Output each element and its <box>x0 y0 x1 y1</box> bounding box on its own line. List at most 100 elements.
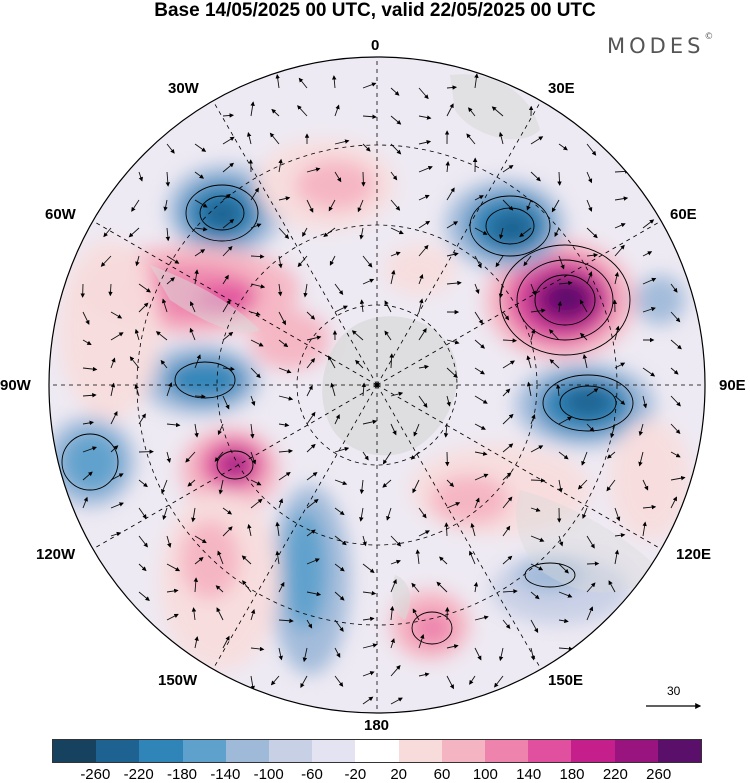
wind-vector <box>586 271 593 285</box>
colorbar-cell <box>614 740 658 762</box>
wind-vector <box>474 227 488 235</box>
wind-vector <box>351 330 364 341</box>
wind-vector <box>390 697 403 705</box>
wind-vector <box>278 367 292 374</box>
wind-vector <box>216 607 224 621</box>
wind-vector <box>278 471 291 481</box>
wind-vector <box>362 278 375 285</box>
wind-vector <box>670 367 679 375</box>
wind-vector <box>166 143 175 154</box>
wind-vector <box>474 423 486 430</box>
wind-vector <box>306 443 316 453</box>
wind-vector <box>110 410 118 425</box>
wind-vector <box>166 563 181 572</box>
anomaly-blob <box>250 310 330 370</box>
wind-vector <box>614 395 626 405</box>
colorbar-tick-label: -260 <box>80 766 111 783</box>
wind-vector <box>446 85 457 90</box>
wind-vector <box>110 502 124 509</box>
wind-vector <box>638 451 644 467</box>
wind-vector <box>502 496 513 509</box>
wind-vector <box>390 115 402 125</box>
wind-vector <box>418 194 430 201</box>
lon-label-30e: 30E <box>548 80 575 97</box>
wind-vector <box>418 364 429 370</box>
wind-vector <box>439 556 448 565</box>
wind-vector <box>642 367 656 377</box>
wind-vector <box>222 245 233 257</box>
wind-vector <box>334 563 345 572</box>
wind-vector <box>502 443 514 453</box>
wind-vector <box>474 283 480 295</box>
wind-vector <box>131 199 140 212</box>
wind-vector <box>362 82 377 89</box>
wind-vector <box>334 507 345 516</box>
wind-vector <box>222 526 233 537</box>
wind-vector <box>446 644 459 649</box>
colorbar-tick-label: 140 <box>516 766 542 783</box>
brand-name: MODES <box>607 34 705 58</box>
wind-vector <box>502 555 513 565</box>
wind-vector <box>418 115 432 120</box>
meridian-line <box>376 220 662 386</box>
wind-vector <box>306 591 322 597</box>
meridian-line <box>376 384 542 670</box>
wind-vector <box>82 366 98 372</box>
wind-vector <box>390 227 404 235</box>
wind-vector <box>362 451 369 461</box>
wind-vector <box>82 471 93 481</box>
wind-vector <box>217 550 224 565</box>
wind-vector <box>382 479 392 488</box>
wind-vector <box>194 394 206 399</box>
wind-vector <box>306 385 313 397</box>
wind-vector <box>100 255 112 267</box>
wind-vector <box>418 273 424 285</box>
wind-vector <box>302 647 308 663</box>
colorbar-tick-label: 180 <box>559 766 585 783</box>
wind-vector <box>222 219 235 229</box>
wind-vector <box>558 143 568 151</box>
wind-vector <box>128 227 140 238</box>
wind-vector <box>217 423 224 436</box>
wind-vector <box>298 77 308 89</box>
wind-vector <box>334 446 350 453</box>
wind-vector <box>166 613 179 621</box>
wind-vector <box>523 255 532 267</box>
wind-vector <box>359 227 364 240</box>
wind-vector <box>642 219 655 229</box>
colorbar-cell <box>312 740 356 762</box>
contour-line <box>485 207 535 245</box>
anomaly-blob <box>430 475 510 525</box>
wind-vector <box>250 101 255 117</box>
new-zealand <box>392 575 411 620</box>
wind-vector <box>334 479 348 486</box>
wind-vector <box>445 161 450 173</box>
lon-label-180: 180 <box>364 717 390 734</box>
colorbar-tick-label: -220 <box>123 766 154 783</box>
wind-vector <box>502 589 518 594</box>
wind-vector <box>138 283 151 293</box>
wind-vector <box>138 563 147 572</box>
wind-vector <box>473 581 479 593</box>
wind-vector <box>474 73 479 89</box>
wind-vector <box>135 255 140 267</box>
wind-vector <box>468 107 476 117</box>
wind-vector <box>586 143 597 156</box>
wind-vector <box>331 75 337 89</box>
wind-vector <box>443 423 449 438</box>
wind-vector <box>410 451 420 460</box>
wind-vector <box>161 479 168 494</box>
wind-vector <box>415 549 421 565</box>
wind-vector <box>502 360 515 369</box>
wind-vector <box>530 136 544 145</box>
map-disc <box>49 57 705 713</box>
wind-vector <box>642 277 657 285</box>
wind-vector <box>194 269 199 285</box>
wind-vector <box>386 507 392 521</box>
wind-vector <box>306 357 316 369</box>
wind-vector <box>554 227 560 238</box>
wind-vector <box>163 199 168 212</box>
wind-vector <box>357 199 364 213</box>
colorbar-tick-label: 260 <box>646 766 672 783</box>
wind-vector <box>390 535 402 547</box>
